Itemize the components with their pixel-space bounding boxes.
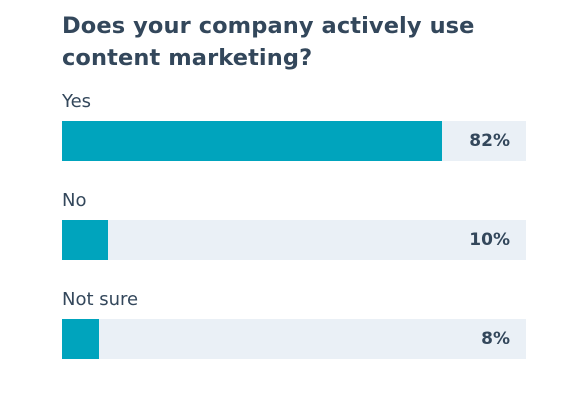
category-label-no: No xyxy=(62,190,87,211)
value-label-yes: 82% xyxy=(469,131,510,151)
chart-title: Does your company actively use content m… xyxy=(62,13,475,71)
bar-track-not-sure: 8% xyxy=(62,319,526,359)
category-label-yes: Yes xyxy=(62,91,92,112)
value-label-no: 10% xyxy=(469,230,510,250)
bar-fill-not-sure xyxy=(62,319,99,359)
bar-row-yes: Yes 82% xyxy=(62,90,526,190)
value-label-not-sure: 8% xyxy=(481,329,510,349)
bar-fill-no xyxy=(62,220,108,260)
bar-fill-yes xyxy=(62,121,442,161)
bar-row-no: No 10% xyxy=(62,189,526,289)
bar-track-no: 10% xyxy=(62,220,526,260)
category-label-not-sure: Not sure xyxy=(62,289,139,310)
bar-row-not-sure: Not sure 8% xyxy=(62,288,526,388)
bar-track-yes: 82% xyxy=(62,121,526,161)
